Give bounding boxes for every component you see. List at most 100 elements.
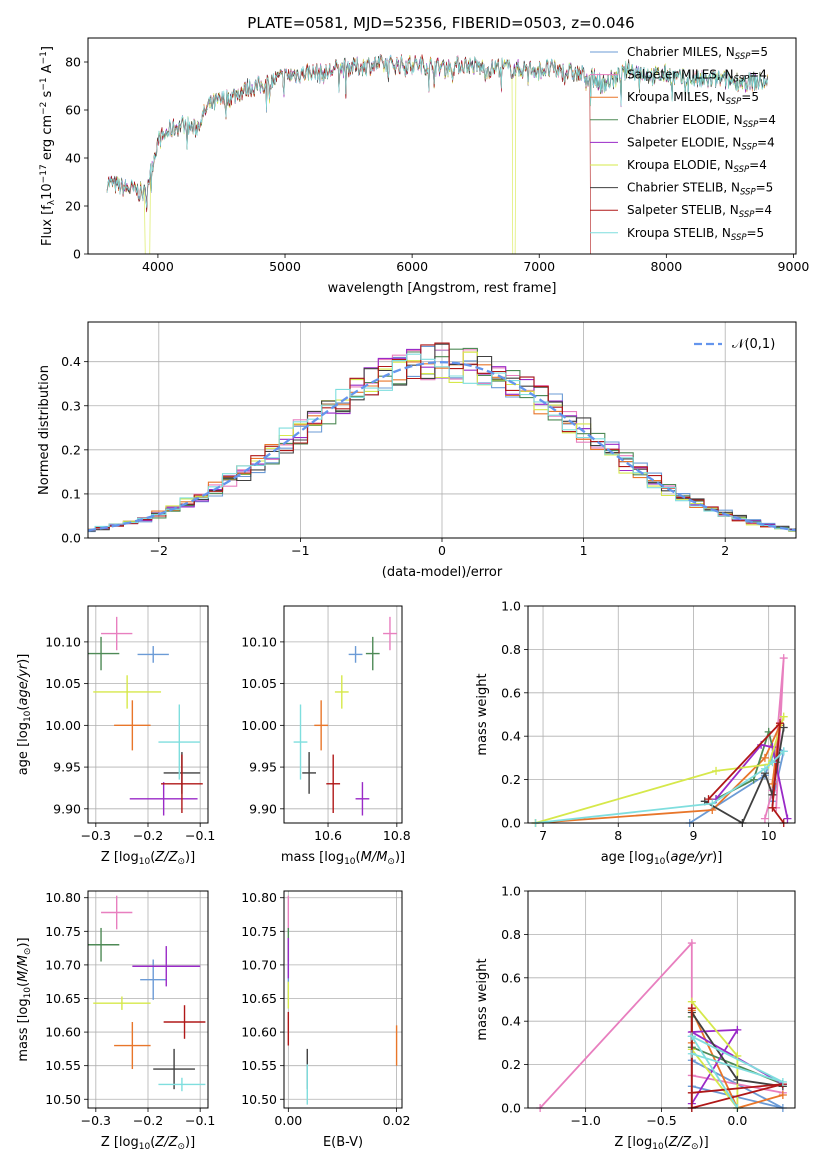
y-tick-label: 10.80 xyxy=(241,890,277,905)
y-tick-label: 10.05 xyxy=(45,676,81,691)
y-tick-label: 10.60 xyxy=(241,1025,277,1040)
weight-marker xyxy=(778,1090,787,1099)
x-tick-label: 10.8 xyxy=(383,828,411,843)
x-axis-label: age [log10(age/yr)] xyxy=(601,850,723,867)
legend-entry: Kroupa ELODIE, NSSP=4 xyxy=(627,158,767,175)
x-tick-label: −0.2 xyxy=(133,828,163,843)
legend-entry: Salpeter STELIB, NSSP=4 xyxy=(627,203,772,220)
y-axis-label: age [log10(age/yr)] xyxy=(16,654,33,776)
y-axis-label: mass weight xyxy=(475,673,490,755)
x-tick-label: 0.0 xyxy=(727,1113,747,1128)
legend-entry: Kroupa MILES, NSSP=5 xyxy=(627,90,759,107)
legend-entry: Salpeter ELODIE, NSSP=4 xyxy=(627,135,775,152)
legend-entry: Chabrier MILES, NSSP=5 xyxy=(627,45,768,62)
x-axis-label: Z [log10(Z/Z⊙)] xyxy=(614,1135,708,1152)
axes-frame xyxy=(283,890,403,1109)
y-tick-label: 0.6 xyxy=(501,685,521,700)
x-tick-label: 0.02 xyxy=(383,1113,411,1128)
y-axis-label: Flux [fλ10−17 erg cm−2 s−1 A−1] xyxy=(39,46,57,246)
weight-marker xyxy=(783,814,792,823)
y-tick-label: 10.70 xyxy=(241,957,277,972)
y-tick-label: 20 xyxy=(65,199,81,214)
y-tick-label: 1.0 xyxy=(501,599,521,614)
x-tick-label: −0.1 xyxy=(185,1113,215,1128)
x-axis-label: (data-model)/error xyxy=(382,565,503,580)
y-tick-label: 0.4 xyxy=(501,729,521,744)
y-tick-label: 10.00 xyxy=(45,718,81,733)
x-tick-label: 7 xyxy=(539,828,547,843)
y-tick-label: 80 xyxy=(65,55,81,70)
legend-entry: Kroupa STELIB, NSSP=5 xyxy=(627,226,764,243)
x-tick-label: 0 xyxy=(438,543,446,558)
weight-marker xyxy=(779,654,788,663)
weight-marker xyxy=(687,939,696,948)
y-tick-label: 10.10 xyxy=(45,634,81,649)
spectrum-panel: 4000 5000 6000 7000 8000 9000 0 20 40 60 80 wavelen… xyxy=(39,37,810,296)
weight-marker xyxy=(768,803,777,812)
weight-marker xyxy=(712,766,721,775)
y-tick-label: 0.4 xyxy=(61,354,81,369)
y-tick-label: 0.0 xyxy=(501,816,521,831)
histogram-step xyxy=(88,353,796,532)
weight-line xyxy=(707,720,785,824)
x-tick-label: −1.0 xyxy=(570,1113,600,1128)
x-tick-label: 6000 xyxy=(396,259,428,274)
y-tick-label: 0.8 xyxy=(501,642,521,657)
mass-weight-vs-Z-panel: −1.0 −0.5 0.0 0.0 0.2 0.4 0.6 0.8 1.0 Z [log10(Z/… xyxy=(475,884,796,1152)
x-tick-label: −1 xyxy=(291,543,309,558)
y-tick-label: 0.6 xyxy=(501,970,521,985)
y-tick-label: 0.2 xyxy=(501,1057,521,1072)
axes-frame xyxy=(87,37,797,255)
y-axis-label: Normed distribution xyxy=(37,365,52,495)
y-tick-label: 10.05 xyxy=(241,676,277,691)
x-tick-label: 0.00 xyxy=(274,1113,302,1128)
x-tick-label: 10.6 xyxy=(314,828,342,843)
x-axis-label: mass [log10(M/M⊙)] xyxy=(281,850,405,867)
y-tick-label: 10.55 xyxy=(241,1058,277,1073)
x-tick-label: 7000 xyxy=(523,259,555,274)
x-tick-label: 10 xyxy=(761,828,777,843)
x-tick-label: −2 xyxy=(150,543,168,558)
weight-marker xyxy=(775,719,784,728)
weight-marker xyxy=(768,758,777,767)
weight-marker xyxy=(779,747,788,756)
y-tick-label: 10.80 xyxy=(45,890,81,905)
weight-line xyxy=(689,1034,784,1109)
y-tick-label: 10.55 xyxy=(45,1058,81,1073)
y-tick-label: 10.65 xyxy=(45,991,81,1006)
x-tick-label: 9000 xyxy=(778,259,810,274)
y-tick-label: 10.50 xyxy=(45,1092,81,1107)
y-tick-label: 0.8 xyxy=(501,927,521,942)
spectrum-line xyxy=(106,54,768,208)
weight-line xyxy=(535,716,785,824)
spectrum-line xyxy=(106,55,768,255)
legend-entry: Chabrier ELODIE, NSSP=4 xyxy=(627,113,776,130)
x-tick-label: −0.3 xyxy=(81,1113,111,1128)
y-tick-label: 9.95 xyxy=(249,760,277,775)
y-tick-label: 0.2 xyxy=(61,442,81,457)
y-tick-label: 0.0 xyxy=(61,531,81,546)
weight-marker xyxy=(760,814,769,823)
y-tick-label: 10.60 xyxy=(45,1025,81,1040)
figure-title: PLATE=0581, MJD=52356, FIBERID=0503, z=0… xyxy=(247,14,634,32)
weight-marker xyxy=(687,1004,696,1013)
y-tick-label: 0.0 xyxy=(501,1101,521,1116)
mass-vs-EBV-panel: 0.00 0.02 10.50 10.55 10.60 10.65 10.70 10.75 10… xyxy=(241,890,410,1150)
y-tick-label: 0.4 xyxy=(501,1014,521,1029)
histogram-step xyxy=(88,351,796,532)
y-tick-label: 0 xyxy=(73,247,81,262)
y-tick-label: 9.95 xyxy=(53,760,81,775)
x-tick-label: 1 xyxy=(580,543,588,558)
y-tick-label: 9.90 xyxy=(249,801,277,816)
mass-weight-vs-age-panel: 7 8 9 10 0.0 0.2 0.4 0.6 0.8 1.0 age [log10(age/yr… xyxy=(475,599,796,867)
weight-marker xyxy=(704,795,713,804)
x-tick-label: −0.2 xyxy=(133,1113,163,1128)
y-tick-label: 10.75 xyxy=(45,924,81,939)
y-tick-label: 0.2 xyxy=(501,772,521,787)
x-axis-label: Z [log10(Z/Z⊙)] xyxy=(101,1135,195,1152)
legend-entry: Salpeter MILES, NSSP=4 xyxy=(627,68,767,85)
x-tick-label: 5000 xyxy=(269,259,301,274)
weight-marker xyxy=(687,1088,696,1097)
x-tick-label: −0.1 xyxy=(185,828,215,843)
weight-marker xyxy=(733,1025,742,1034)
